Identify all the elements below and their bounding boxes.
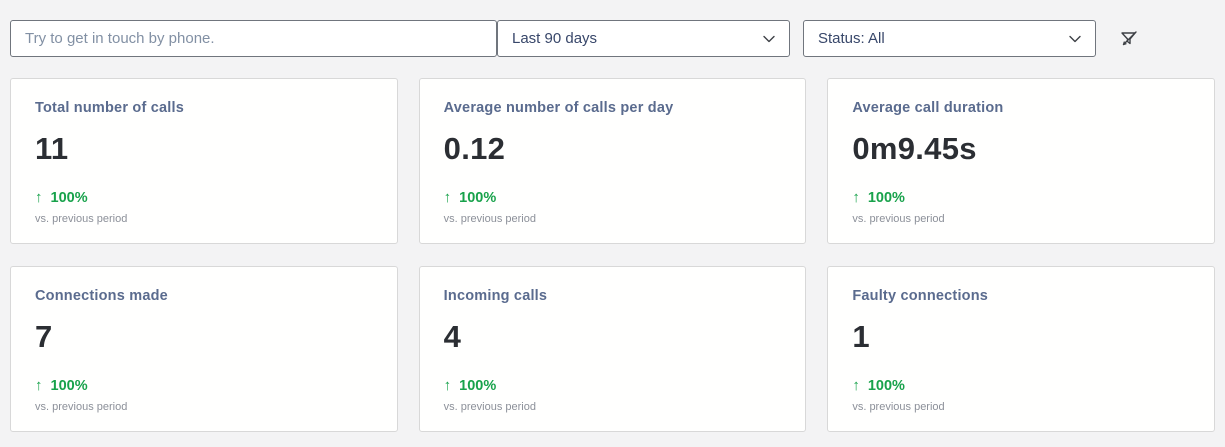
card-value: 0.12 — [443, 131, 506, 166]
trend-caption: vs. previous period — [443, 401, 536, 413]
card-title: Faulty connections — [852, 288, 989, 304]
card-title: Connections made — [35, 288, 168, 304]
card-value: 7 — [35, 319, 53, 354]
search-input[interactable] — [10, 20, 497, 57]
card-title: Total number of calls — [35, 100, 184, 116]
card-title: Incoming calls — [443, 288, 548, 304]
stat-card-faulty-connections: Faulty connections 1 ↑ 100% vs. previous… — [827, 266, 1215, 432]
trend-value: 100% — [459, 189, 497, 206]
stat-card-total-calls: Total number of calls 11 ↑ 100% vs. prev… — [10, 78, 398, 244]
status-select[interactable]: Status: All — [803, 20, 1096, 57]
card-title: Average call duration — [852, 100, 1004, 116]
card-value: 4 — [443, 319, 462, 354]
trend-caption: vs. previous period — [852, 401, 945, 413]
stat-card-connections-made: Connections made 7 ↑ 100% vs. previous p… — [10, 266, 398, 432]
trend-up-icon: ↑ — [443, 189, 452, 206]
trend-up-icon: ↑ — [35, 189, 43, 206]
card-value: 11 — [35, 131, 69, 166]
card-title: Average number of calls per day — [443, 100, 674, 116]
status-value: Status: All — [818, 30, 885, 47]
trend-value: 100% — [867, 377, 905, 394]
date-range-value: Last 90 days — [512, 30, 598, 47]
trend-indicator: ↑ 100% — [444, 189, 782, 206]
trend-up-icon: ↑ — [852, 377, 860, 394]
date-range-select[interactable]: Last 90 days — [497, 20, 790, 57]
stats-card-grid: Total number of calls 11 ↑ 100% vs. prev… — [10, 78, 1215, 432]
trend-value: 100% — [50, 189, 88, 206]
clear-filters-button[interactable] — [1114, 24, 1144, 54]
trend-caption: vs. previous period — [35, 401, 128, 413]
stat-card-avg-calls-per-day: Average number of calls per day 0.12 ↑ 1… — [418, 78, 807, 244]
trend-up-icon: ↑ — [35, 377, 43, 394]
trend-caption: vs. previous period — [852, 213, 945, 225]
trend-value: 100% — [50, 377, 88, 394]
trend-indicator: ↑ 100% — [852, 377, 1190, 394]
stat-card-incoming-calls: Incoming calls 4 ↑ 100% vs. previous per… — [418, 266, 807, 432]
filter-off-icon — [1121, 30, 1137, 45]
chevron-down-icon — [763, 35, 775, 42]
trend-indicator: ↑ 100% — [35, 377, 373, 394]
filter-toolbar: Last 90 days Status: All — [10, 20, 1215, 57]
trend-indicator: ↑ 100% — [852, 189, 1190, 206]
trend-up-icon: ↑ — [852, 189, 860, 206]
card-value: 0m9.45s — [852, 131, 977, 166]
trend-up-icon: ↑ — [443, 377, 452, 394]
trend-indicator: ↑ 100% — [35, 189, 373, 206]
trend-indicator: ↑ 100% — [444, 377, 782, 394]
trend-caption: vs. previous period — [443, 213, 536, 225]
chevron-down-icon — [1069, 35, 1081, 42]
trend-value: 100% — [867, 189, 905, 206]
trend-caption: vs. previous period — [35, 213, 128, 225]
card-value: 1 — [852, 319, 870, 354]
trend-value: 100% — [459, 377, 497, 394]
stat-card-avg-call-duration: Average call duration 0m9.45s ↑ 100% vs.… — [827, 78, 1215, 244]
